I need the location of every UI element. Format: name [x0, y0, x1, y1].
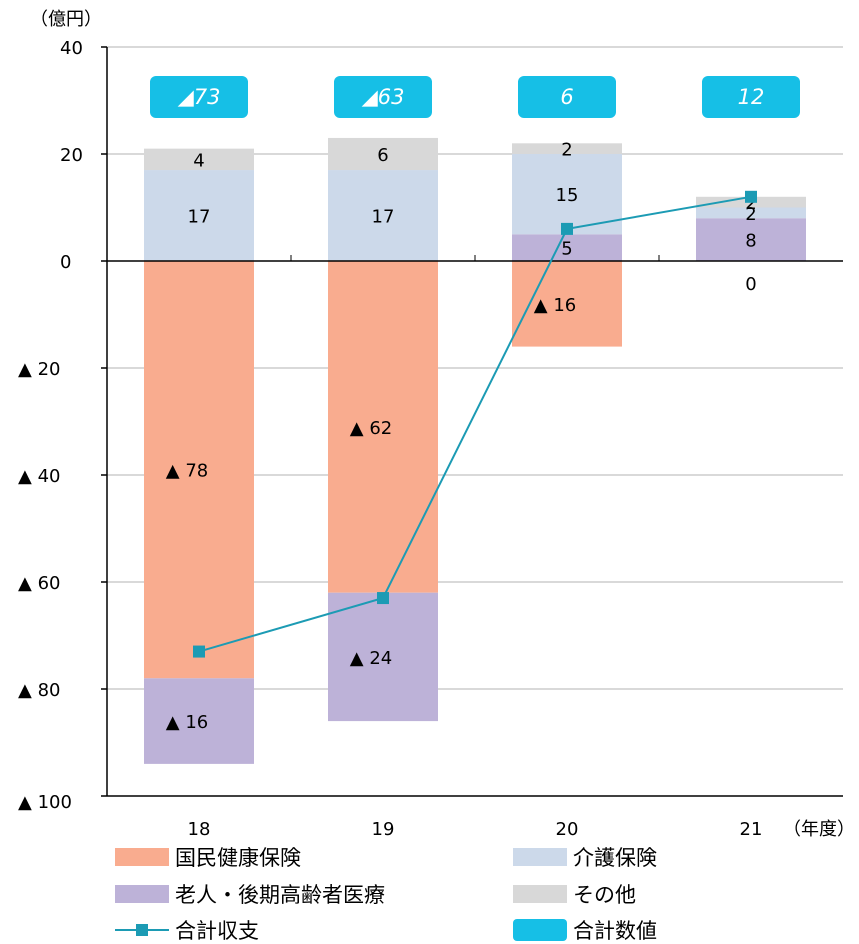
total-box: [518, 76, 616, 118]
bar-value-label: 2: [745, 204, 756, 225]
total-boxes: ◢73 ◢63 6 12: [150, 76, 800, 118]
legend-label: その他: [573, 883, 636, 907]
total-line-marker: [561, 222, 573, 235]
bar-segment: [328, 592, 438, 722]
legend-label: 老人・後期高齢者医療: [175, 883, 385, 907]
bar-value-label: ▲ 78: [166, 461, 208, 482]
bar-value-label: 2: [561, 140, 572, 161]
y-tick-label: ▲ 40: [18, 466, 60, 487]
bar-segment: [144, 678, 254, 764]
bar-value-label: ▲ 62: [350, 418, 392, 439]
total-box-label: 12: [738, 85, 765, 109]
bar-segment: [512, 154, 622, 235]
bar-segment: [328, 170, 438, 261]
bar-value-label: 17: [372, 207, 395, 228]
total-line-path: [198, 195, 752, 653]
bar-segment: [696, 218, 806, 261]
bar-segment: [144, 148, 254, 171]
bar-segment: [328, 261, 438, 593]
bar-value-label: 0: [745, 274, 756, 295]
x-tick-label: 21: [740, 819, 763, 840]
total-box: [150, 76, 248, 118]
legend-marker: [136, 924, 148, 936]
bar-value-label: 5: [561, 239, 572, 260]
bar-value-label: 6: [377, 145, 388, 166]
y-tick-labels: 40 20 0 ▲ 20 ▲ 40 ▲ 60 ▲ 80 ▲ 100: [18, 38, 83, 813]
total-line-marker: [193, 645, 205, 658]
y-tick-label: 20: [60, 145, 83, 166]
x-tick-label: 20: [556, 819, 579, 840]
bar-value-label: 4: [193, 150, 204, 171]
legend-swatch: [115, 885, 169, 903]
total-box: [334, 76, 432, 118]
total-box-label: 6: [560, 85, 573, 109]
legend-label: 国民健康保険: [175, 846, 301, 870]
y-tick-label: ▲ 60: [18, 573, 60, 594]
y-tick-label: ▲ 100: [18, 792, 72, 813]
bar-value-label: 2: [745, 193, 756, 214]
unit-label: （億円）: [30, 9, 102, 30]
bar-value-label: ▲ 16: [166, 712, 208, 733]
bar-value-label: 8: [745, 231, 756, 252]
bars: [144, 137, 806, 764]
y-tick-label: 40: [60, 38, 83, 59]
bar-value-label: ▲ 16: [534, 295, 576, 316]
bar-segment: [144, 170, 254, 261]
y-tick-label: 0: [60, 252, 71, 273]
bar-value-label: 15: [556, 185, 579, 206]
x-tick-label: 19: [372, 819, 395, 840]
legend-box-swatch: [513, 919, 567, 941]
bar-value-label: ▲ 24: [350, 648, 392, 669]
total-box: [702, 76, 800, 118]
y-tick-label: ▲ 20: [18, 359, 60, 380]
legend-label: 介護保険: [573, 846, 657, 870]
total-box-label: ◢63: [362, 85, 405, 109]
bar-value-label: 17: [188, 207, 211, 228]
legend-swatch: [513, 885, 567, 903]
total-box-label: ◢73: [178, 85, 221, 109]
bar-segment: [328, 137, 438, 171]
legend-label: 合計収支: [175, 919, 259, 943]
axes: [101, 46, 843, 797]
bar-segment: [144, 261, 254, 679]
y-tick-label: ▲ 80: [18, 680, 60, 701]
x-tick-label: 18: [188, 819, 211, 840]
x-tick-labels: 18 19 20 21: [188, 819, 763, 840]
bar-segment: [512, 234, 622, 261]
total-line: [193, 190, 757, 658]
bar-segment: [696, 207, 806, 219]
total-line-marker: [745, 190, 757, 203]
legend-swatch: [115, 848, 169, 866]
x-axis-label: （年度）: [783, 819, 855, 840]
legend-label: 合計数値: [573, 919, 657, 943]
bar-segment: [512, 143, 622, 154]
legend-swatch: [513, 848, 567, 866]
total-line-marker: [377, 592, 389, 605]
